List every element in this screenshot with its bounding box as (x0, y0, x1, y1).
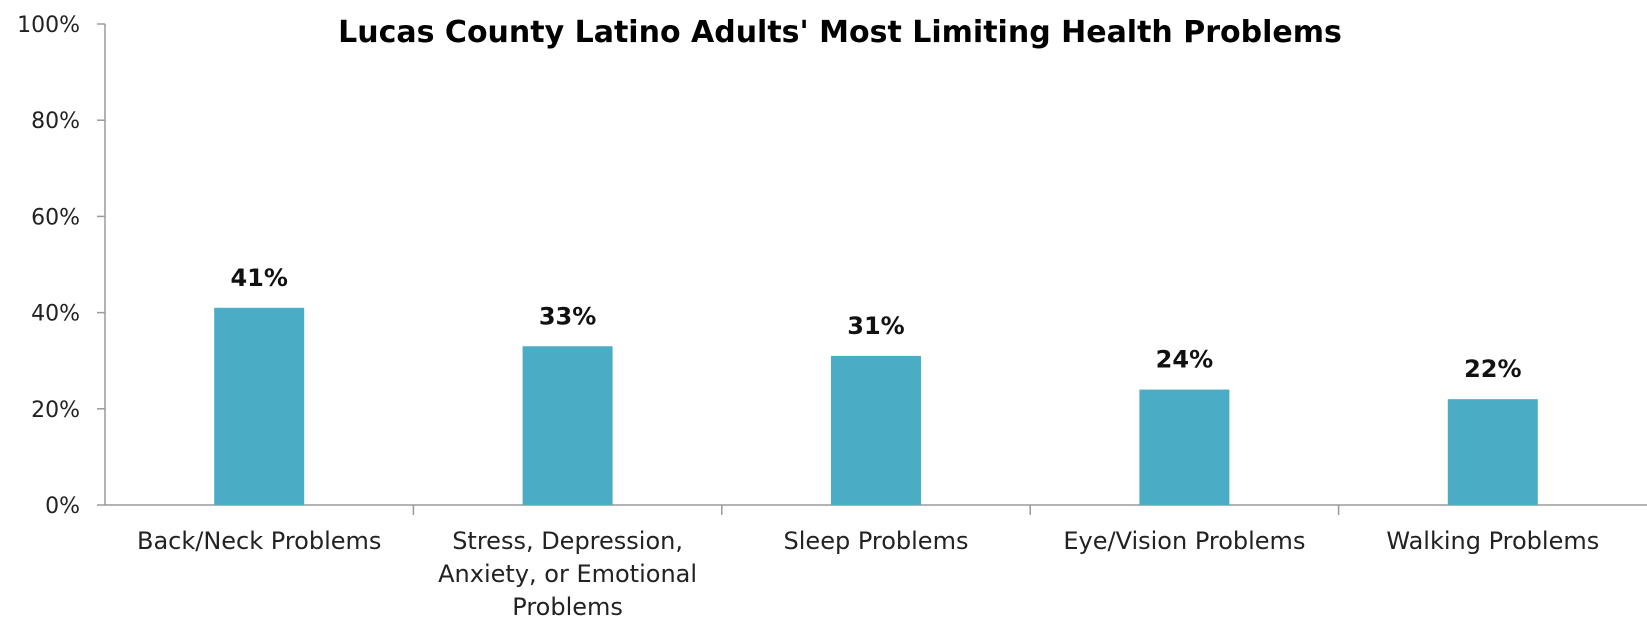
x-tick-label: Sleep Problems (784, 527, 969, 555)
data-label: 41% (230, 264, 287, 292)
y-tick-label: 60% (31, 205, 80, 230)
bar (831, 355, 921, 505)
x-tick-label: Back/Neck Problems (137, 527, 381, 555)
chart-title: Lucas County Latino Adults' Most Limitin… (338, 15, 1342, 50)
bar (214, 307, 305, 505)
y-tick-label: 40% (31, 302, 80, 327)
y-tick-label: 20% (31, 398, 80, 423)
data-label: 24% (1156, 346, 1213, 374)
x-tick-label: Eye/Vision Problems (1063, 527, 1305, 555)
bar (522, 346, 613, 505)
data-labels: 41% 33% 31% 24% 22% (230, 264, 1521, 383)
bar (1139, 389, 1230, 505)
y-tick-label: 80% (31, 109, 80, 134)
y-ticks: 0% 20% 40% 60% 80% 100% (17, 13, 105, 519)
bar (1447, 399, 1538, 505)
y-tick-label: 100% (17, 13, 80, 38)
category-labels: Back/Neck Problems Stress, Depression, Anx… (137, 527, 1599, 621)
data-label: 33% (539, 302, 596, 330)
data-label: 22% (1464, 355, 1521, 383)
x-ticks (412, 505, 1340, 515)
y-tick-label: 0% (45, 494, 80, 519)
x-tick-label: Stress, Depression, Anxiety, or Emotional… (438, 527, 697, 621)
x-tick-label: Walking Problems (1386, 527, 1599, 555)
bars (214, 307, 1538, 505)
data-label: 31% (847, 312, 904, 340)
